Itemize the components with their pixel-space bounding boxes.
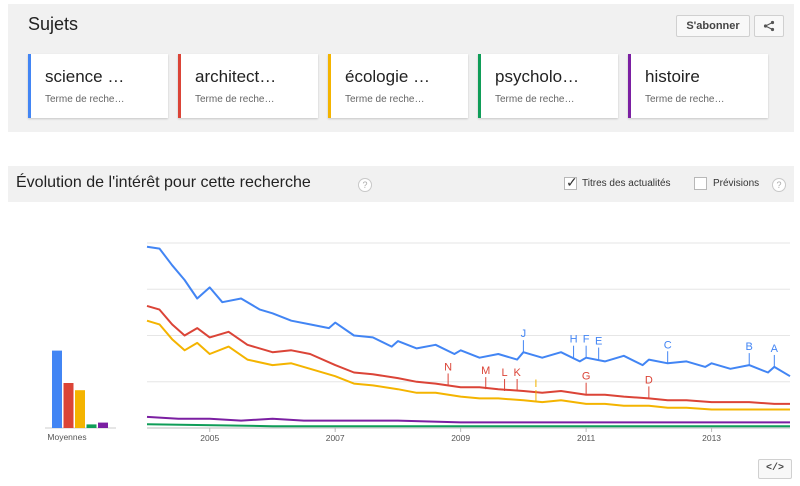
averages-bar-chart bbox=[45, 350, 116, 429]
average-bar-5 bbox=[98, 422, 108, 428]
series-line-5 bbox=[146, 415, 790, 424]
news-headlines-label: Titres des actualités bbox=[582, 178, 671, 189]
x-axis-ticks: 2005 2007 2009 2011 2013 bbox=[200, 428, 721, 443]
annotation-J[interactable]: J bbox=[521, 328, 527, 340]
x-tick-label: 2007 bbox=[326, 433, 345, 443]
average-bar-2 bbox=[63, 383, 74, 428]
topics-panel: Sujets S'abonner science … Terme de rech… bbox=[8, 4, 794, 132]
annotation-G[interactable]: G bbox=[582, 371, 591, 383]
term-card-architecture[interactable]: architect… Terme de reche… bbox=[178, 54, 318, 118]
series-line-1 bbox=[146, 245, 791, 378]
annotation-C[interactable]: C bbox=[664, 339, 672, 351]
annotation-L[interactable]: L bbox=[502, 367, 508, 379]
term-subtitle: Terme de reche… bbox=[195, 94, 275, 105]
annotation-M[interactable]: M bbox=[481, 365, 490, 377]
term-card-histoire[interactable]: histoire Terme de reche… bbox=[628, 54, 768, 118]
term-name: psycholo… bbox=[495, 67, 580, 86]
forecast-help-icon[interactable]: ? bbox=[772, 178, 786, 192]
series-line-2 bbox=[146, 304, 790, 405]
term-subtitle: Terme de reche… bbox=[345, 94, 425, 105]
annotation-H[interactable]: H bbox=[570, 334, 578, 346]
annotation-D[interactable]: D bbox=[645, 374, 653, 386]
forecast-checkbox[interactable] bbox=[694, 177, 707, 190]
topics-title: Sujets bbox=[28, 14, 79, 34]
x-tick-label: 2013 bbox=[702, 433, 721, 443]
share-button[interactable] bbox=[754, 15, 784, 37]
average-bar-4 bbox=[86, 424, 97, 428]
series-lines bbox=[146, 245, 791, 428]
term-subtitle: Terme de reche… bbox=[645, 94, 725, 105]
forecast-label: Prévisions bbox=[713, 178, 760, 189]
chart-gridlines bbox=[147, 242, 790, 429]
annotation-F[interactable]: F bbox=[583, 334, 590, 346]
series-line-3 bbox=[146, 319, 790, 411]
average-bar-3 bbox=[75, 390, 85, 428]
checkmark-icon: ✓ bbox=[566, 174, 578, 190]
x-tick-label: 2009 bbox=[451, 433, 470, 443]
series-line-4 bbox=[146, 423, 790, 428]
embed-button[interactable]: </> bbox=[758, 459, 792, 479]
annotation-A[interactable]: A bbox=[771, 343, 779, 355]
help-icon[interactable]: ? bbox=[358, 178, 372, 192]
average-bar-1 bbox=[52, 350, 62, 428]
term-subtitle: Terme de reche… bbox=[45, 94, 125, 105]
term-name: écologie … bbox=[345, 67, 431, 86]
annotation-E[interactable]: E bbox=[595, 336, 602, 348]
interest-chart: Moyennes 2005 2007 2009 2011 2013 A B C D EF G H I J… bbox=[45, 242, 791, 443]
x-tick-label: 2005 bbox=[200, 433, 219, 443]
term-subtitle: Terme de reche… bbox=[495, 94, 575, 105]
news-headlines-checkbox[interactable]: ✓ bbox=[564, 174, 578, 190]
term-card-psychologie[interactable]: psycholo… Terme de reche… bbox=[478, 54, 618, 118]
interest-over-time-title: Évolution de l'intérêt pour cette recher… bbox=[16, 174, 311, 191]
term-name: science … bbox=[45, 67, 125, 86]
interest-over-time-header: Évolution de l'intérêt pour cette recher… bbox=[8, 166, 794, 202]
annotation-I[interactable]: I bbox=[534, 378, 537, 390]
annotation-K[interactable]: K bbox=[513, 367, 521, 379]
term-name: histoire bbox=[645, 67, 700, 86]
x-tick-label: 2011 bbox=[577, 433, 596, 443]
annotation-N[interactable]: N bbox=[444, 361, 452, 373]
annotation-B[interactable]: B bbox=[746, 341, 753, 353]
term-name: architect… bbox=[195, 67, 277, 86]
term-card-science[interactable]: science … Terme de reche… bbox=[28, 54, 168, 118]
subscribe-button[interactable]: S'abonner bbox=[676, 15, 750, 37]
share-icon bbox=[763, 20, 775, 32]
news-annotations: A B C D EF G H I J KLM N bbox=[444, 328, 779, 403]
averages-label: Moyennes bbox=[47, 432, 86, 442]
term-card-ecologie[interactable]: écologie … Terme de reche… bbox=[328, 54, 468, 118]
